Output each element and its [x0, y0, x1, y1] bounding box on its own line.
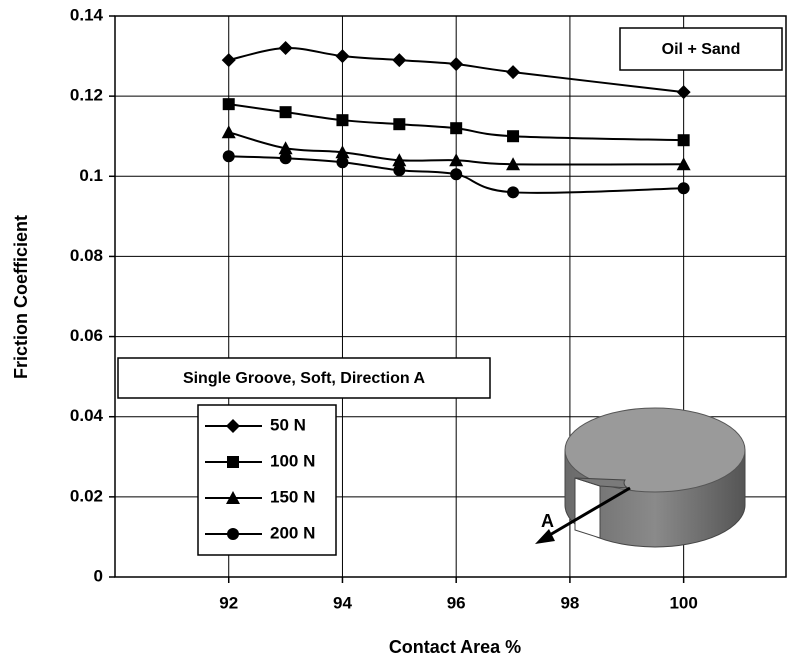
marker [507, 130, 520, 143]
marker [507, 186, 520, 199]
legend-label: 50 N [270, 415, 306, 434]
y-tick-label: 0.08 [70, 246, 103, 265]
marker [506, 157, 521, 171]
marker [677, 182, 690, 195]
x-axis-title: Contact Area % [389, 637, 521, 657]
marker [336, 156, 349, 169]
legend-label: 100 N [270, 451, 315, 470]
marker [449, 153, 464, 167]
y-tick-label: 0.12 [70, 86, 103, 105]
y-tick-label: 0.06 [70, 326, 103, 345]
legend-marker [226, 419, 240, 433]
legend-marker [227, 456, 239, 468]
x-tick-label: 96 [447, 593, 466, 612]
y-tick-label: 0.14 [70, 5, 104, 24]
x-tick-label: 92 [219, 593, 238, 612]
annotation: A [541, 511, 554, 531]
marker [450, 122, 463, 135]
marker [392, 153, 407, 167]
marker [336, 114, 349, 127]
marker [278, 41, 293, 56]
legend-marker [226, 491, 240, 504]
x-tick-label: 100 [669, 593, 697, 612]
marker [279, 152, 292, 165]
marker [676, 85, 691, 100]
annotation: Oil + Sand [662, 41, 741, 58]
legend-label: 200 N [270, 523, 315, 542]
legend [197, 404, 337, 556]
marker [278, 141, 293, 155]
y-axis-title: Friction Coefficient [11, 215, 31, 379]
y-tick-label: 0.04 [70, 406, 104, 425]
marker [221, 125, 236, 139]
x-tick-label: 94 [333, 593, 352, 612]
marker [222, 150, 235, 163]
plot-frame [114, 15, 787, 578]
x-tick-label: 98 [560, 593, 579, 612]
annotation-box [117, 357, 491, 399]
marker [677, 134, 690, 147]
marker [335, 49, 350, 64]
marker [279, 106, 292, 119]
marker [393, 164, 406, 177]
marker [676, 157, 691, 171]
marker [221, 53, 236, 68]
disk-illustration [535, 407, 746, 548]
legend-marker [227, 528, 239, 540]
y-tick-label: 0 [94, 566, 103, 585]
marker [449, 57, 464, 72]
marker [506, 65, 521, 80]
annotation: Single Groove, Soft, Direction A [183, 370, 426, 387]
y-tick-label: 0.1 [79, 166, 103, 185]
marker [392, 53, 407, 68]
annotation-box [619, 27, 783, 71]
legend-label: 150 N [270, 487, 315, 506]
marker [450, 168, 463, 181]
marker [393, 118, 406, 131]
marker [335, 145, 350, 159]
marker [222, 98, 235, 111]
y-tick-label: 0.02 [70, 486, 103, 505]
